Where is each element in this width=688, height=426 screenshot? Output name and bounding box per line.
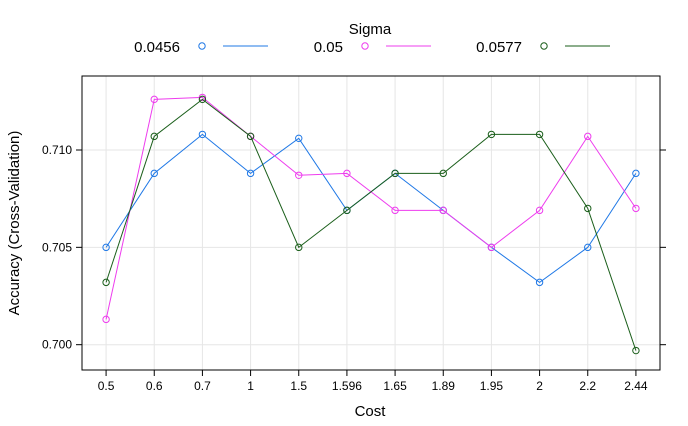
legend-label-0.0456: 0.0456 <box>134 39 180 56</box>
x-tick-label: 1.5 <box>290 379 307 393</box>
data-point <box>535 278 544 287</box>
data-point <box>487 243 496 252</box>
series-line-0.05 <box>105 96 637 320</box>
data-point <box>102 278 110 287</box>
x-tick-label: 2.44 <box>624 379 648 393</box>
axes: 0.5 0.6 0.7 1 1.5 1.596 1.65 1.89 1.95 2 2.2 2.44 0.… <box>42 143 666 393</box>
data-point <box>102 315 110 324</box>
data-point <box>102 243 110 252</box>
plot-frame <box>81 75 661 371</box>
x-tick-label: 0.5 <box>98 379 115 393</box>
data-point <box>343 169 351 178</box>
y-axis-title: Accuracy (Cross-Validation) <box>6 131 23 316</box>
data-point <box>584 243 592 252</box>
x-tick-label: 1.596 <box>332 379 362 393</box>
data-point <box>198 93 207 102</box>
legend-title: Sigma <box>349 21 392 38</box>
data-point <box>295 134 303 143</box>
legend: Sigma 0.0456 0.05 0.0577 <box>134 21 610 56</box>
data-point <box>487 130 496 139</box>
x-axis-title: Cost <box>355 403 387 420</box>
y-tick-label: 0.705 <box>42 240 72 254</box>
data-point <box>439 169 447 178</box>
y-tick-label: 0.710 <box>42 143 72 157</box>
legend-marker <box>361 42 369 50</box>
data-point <box>246 132 255 141</box>
x-tick-label: 2 <box>536 379 543 393</box>
x-tick-label: 1.65 <box>383 379 407 393</box>
legend-label-0.0577: 0.0577 <box>476 39 522 56</box>
data-point <box>198 130 207 139</box>
data-point <box>295 171 303 179</box>
legend-marker <box>198 42 206 50</box>
series-line-0.0577 <box>105 98 637 351</box>
y-tick-label: 0.700 <box>42 338 72 352</box>
legend-marker <box>540 42 548 50</box>
series-line-0.0456 <box>105 133 637 284</box>
series-group <box>102 93 640 355</box>
data-point <box>246 169 255 178</box>
data-point <box>198 95 207 104</box>
grid-lines <box>82 76 660 370</box>
data-point <box>632 169 640 178</box>
x-tick-label: 0.6 <box>146 379 163 393</box>
data-point <box>535 206 544 215</box>
data-point <box>295 243 303 252</box>
legend-label-0.05: 0.05 <box>314 39 343 56</box>
data-point <box>150 169 158 178</box>
x-tick-label: 1 <box>247 379 254 393</box>
data-point <box>391 169 399 178</box>
data-point <box>343 206 351 215</box>
data-point <box>391 206 399 215</box>
data-point <box>439 206 447 215</box>
x-tick-label: 2.2 <box>579 379 596 393</box>
data-point <box>150 95 158 104</box>
x-tick-label: 1.89 <box>432 379 456 393</box>
x-tick-label: 1.95 <box>480 379 504 393</box>
data-point <box>632 346 640 355</box>
data-point <box>632 204 640 213</box>
x-tick-label: 0.7 <box>194 379 211 393</box>
data-point <box>584 132 592 141</box>
data-point <box>584 204 592 213</box>
data-point <box>535 130 544 139</box>
data-point <box>150 132 158 141</box>
